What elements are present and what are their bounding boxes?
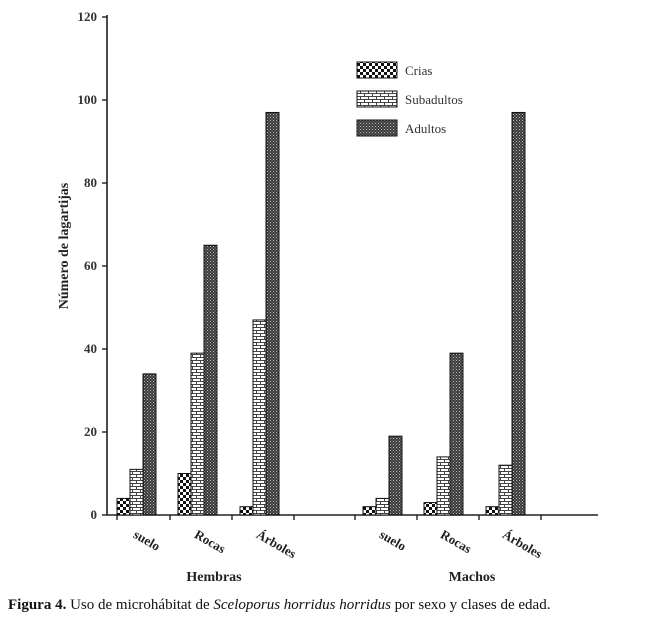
bar-subadultos-2: [252, 319, 267, 516]
bar-crias-0: [116, 497, 131, 516]
legend: Crias Subadultos Adultos: [356, 61, 463, 137]
y-tick-label: 0: [91, 507, 98, 522]
category-label: suelo: [377, 527, 409, 554]
bar-adultos-2: [265, 111, 280, 516]
bar-crias-2: [239, 506, 254, 516]
group-label-hembras: Hembras: [186, 570, 242, 585]
bar-crias-1: [177, 473, 192, 516]
caption-label: Figura 4.: [8, 597, 67, 613]
y-tick-label: 40: [84, 341, 97, 356]
bar-crias-5: [485, 506, 500, 516]
bar-subadultos-0: [129, 468, 144, 516]
y-axis-title: Número de lagartijas: [57, 182, 72, 309]
category-label: Árboles: [254, 527, 299, 562]
category-label: Rocas: [438, 527, 474, 557]
bar-subadultos-3: [375, 497, 390, 516]
category-label: suelo: [131, 527, 163, 554]
bar-subadultos-5: [498, 464, 513, 516]
caption-text-before: Uso de microhábitat de: [66, 597, 214, 613]
category-label: Rocas: [192, 527, 228, 557]
bar-subadultos-4: [436, 456, 451, 516]
bar-adultos-3: [388, 435, 403, 516]
y-tick-label: 60: [84, 258, 97, 273]
y-tick-label: 20: [84, 424, 97, 439]
category-label: Árboles: [500, 527, 545, 562]
bar-crias-3: [362, 506, 377, 516]
legend-swatch-subadultos: [356, 90, 398, 108]
bar-subadultos-1: [190, 352, 205, 516]
legend-swatch-crias: [356, 61, 398, 79]
legend-label-subadultos: Subadultos: [405, 92, 463, 107]
y-tick-label: 100: [78, 92, 98, 107]
axis-labels: suelo Rocas Árboles suelo Rocas Árboles Hembra…: [57, 182, 545, 585]
legend-label-crias: Crias: [405, 63, 432, 78]
bar-crias-4: [423, 502, 438, 516]
y-tick-label: 120: [78, 9, 98, 24]
legend-label-adultos: Adultos: [405, 121, 446, 136]
bar-adultos-1: [203, 244, 218, 516]
caption-species: Sceloporus horridus horridus: [213, 597, 391, 613]
bar-adultos-5: [511, 111, 526, 516]
bar-chart: 0 20 40 60 80 100 120 suelo Rocas Árboles suelo Ro…: [57, 9, 598, 585]
legend-swatch-adultos: [356, 119, 398, 137]
bars: [116, 111, 526, 516]
y-tick-label: 80: [84, 175, 97, 190]
bar-adultos-4: [449, 352, 464, 516]
figure-caption: Figura 4. Uso de microhábitat de Scelopo…: [8, 597, 653, 614]
caption-text-after: por sexo y clases de edad.: [390, 597, 551, 613]
group-label-machos: Machos: [449, 570, 496, 585]
bar-adultos-0: [142, 373, 157, 516]
